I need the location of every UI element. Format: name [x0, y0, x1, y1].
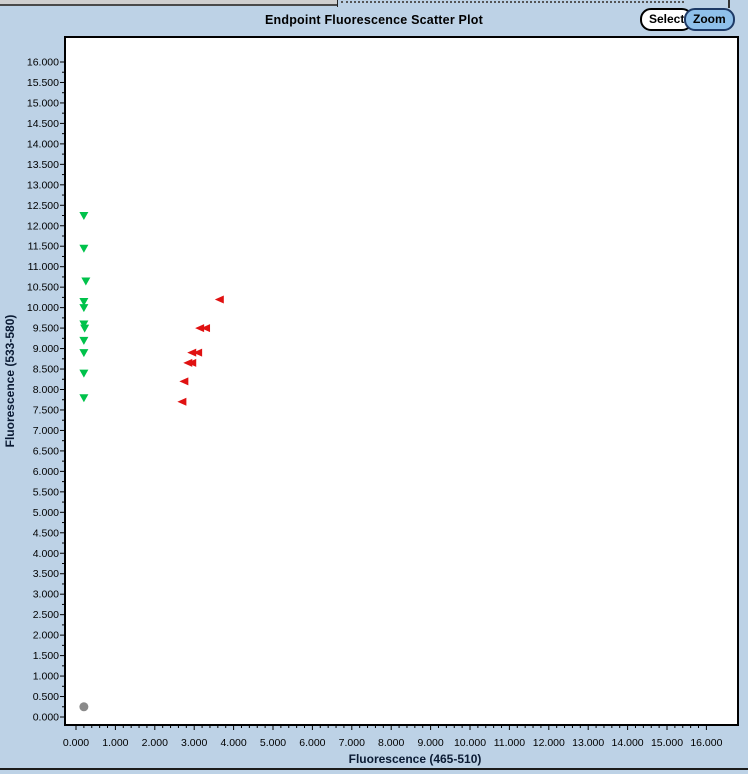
y-tick-label: 9.000: [33, 343, 59, 355]
y-tick-label: 5.000: [33, 507, 59, 519]
y-tick-label: 7.000: [33, 425, 59, 437]
y-axis-title: Fluorescence (533-580): [3, 315, 17, 448]
y-tick-label: 4.000: [33, 548, 59, 560]
top-edge-artifact-divider: [337, 0, 338, 7]
x-tick-label: 5.000: [260, 737, 286, 749]
green-channel-samples-marker[interactable]: [79, 320, 89, 329]
y-tick-label: 15.000: [27, 97, 59, 109]
top-edge-artifact-dotted-focus: [341, 1, 684, 3]
y-tick-label: 9.500: [33, 323, 59, 335]
red-channel-samples-marker[interactable]: [195, 324, 205, 333]
select-button[interactable]: Select: [640, 8, 694, 31]
y-tick-label: 13.000: [27, 179, 59, 191]
y-tick-label: 1.500: [33, 650, 59, 662]
x-tick-label: 7.000: [339, 737, 365, 749]
x-tick-label: 3.000: [181, 737, 207, 749]
y-tick-label: 6.000: [33, 466, 59, 478]
x-tick-label: 0.000: [63, 737, 89, 749]
y-tick-label: 15.500: [27, 77, 59, 89]
y-tick-label: 6.500: [33, 445, 59, 457]
y-tick-label: 13.500: [27, 159, 59, 171]
y-tick-label: 7.500: [33, 404, 59, 416]
y-tick-label: 12.500: [27, 200, 59, 212]
y-tick-label: 0.000: [33, 712, 59, 724]
y-tick-label: 10.500: [27, 282, 59, 294]
red-channel-samples-marker[interactable]: [177, 397, 187, 406]
y-tick-label: 3.000: [33, 589, 59, 601]
y-tick-label: 5.500: [33, 486, 59, 498]
zoom-button[interactable]: Zoom: [684, 8, 735, 31]
x-tick-label: 10.000: [454, 737, 486, 749]
bottom-edge-artifact: [0, 768, 748, 770]
x-tick-label: 8.000: [378, 737, 404, 749]
x-tick-label: 1.000: [102, 737, 128, 749]
green-channel-samples-marker[interactable]: [79, 304, 89, 313]
red-channel-samples-marker[interactable]: [187, 348, 197, 357]
x-tick-label: 2.000: [142, 737, 168, 749]
y-tick-label: 11.000: [28, 261, 59, 273]
red-channel-samples-marker[interactable]: [193, 348, 203, 357]
axis-ticks: 0.000 1.000 2.000 3.000 4.000 5.000 6.000 7.000…: [27, 57, 723, 750]
y-tick-label: 8.000: [33, 384, 59, 396]
y-tick-label: 14.000: [27, 138, 59, 150]
y-tick-label: 2.500: [33, 609, 59, 621]
x-tick-label: 11.000: [494, 737, 525, 749]
y-tick-label: 0.500: [33, 691, 59, 703]
green-channel-samples-marker[interactable]: [79, 369, 89, 378]
red-channel-samples-marker[interactable]: [201, 324, 211, 333]
red-channel-samples-marker[interactable]: [187, 358, 197, 367]
negative-sample-marker[interactable]: [79, 702, 89, 712]
x-tick-label: 9.000: [417, 737, 443, 749]
y-tick-label: 12.000: [27, 220, 59, 232]
x-axis-title: Fluorescence (465-510): [349, 752, 482, 766]
green-channel-samples-marker[interactable]: [79, 297, 89, 306]
green-channel-samples-marker[interactable]: [79, 349, 89, 358]
green-channel-samples-marker[interactable]: [79, 336, 89, 345]
plot-area[interactable]: [64, 36, 739, 726]
page-title: Endpoint Fluorescence Scatter Plot: [265, 13, 483, 27]
top-edge-artifact-graybar: [0, 0, 337, 6]
green-channel-samples-marker[interactable]: [81, 277, 91, 286]
y-tick-label: 8.500: [33, 364, 59, 376]
x-tick-label: 13.000: [572, 737, 604, 749]
y-tick-label: 3.500: [33, 568, 59, 580]
green-channel-samples-marker[interactable]: [79, 244, 89, 253]
y-tick-label: 10.000: [27, 302, 59, 314]
green-channel-samples-marker[interactable]: [80, 324, 90, 333]
x-tick-label: 15.000: [651, 737, 683, 749]
top-edge-artifact-vline: [728, 0, 730, 8]
green-channel-samples-marker[interactable]: [79, 394, 89, 403]
data-markers: [79, 212, 224, 712]
x-tick-label: 12.000: [533, 737, 565, 749]
y-tick-label: 11.500: [28, 241, 59, 253]
x-tick-label: 16.000: [690, 737, 722, 749]
y-tick-label: 1.000: [33, 671, 59, 683]
y-tick-label: 4.500: [33, 527, 59, 539]
red-channel-samples-marker[interactable]: [214, 295, 224, 304]
green-channel-samples-marker[interactable]: [79, 212, 89, 221]
red-channel-samples-marker[interactable]: [179, 377, 189, 386]
y-tick-label: 16.000: [27, 57, 59, 69]
y-tick-label: 14.500: [27, 118, 59, 130]
x-tick-label: 6.000: [299, 737, 325, 749]
y-tick-label: 2.000: [33, 630, 59, 642]
x-tick-label: 4.000: [220, 737, 246, 749]
x-tick-label: 14.000: [612, 737, 644, 749]
